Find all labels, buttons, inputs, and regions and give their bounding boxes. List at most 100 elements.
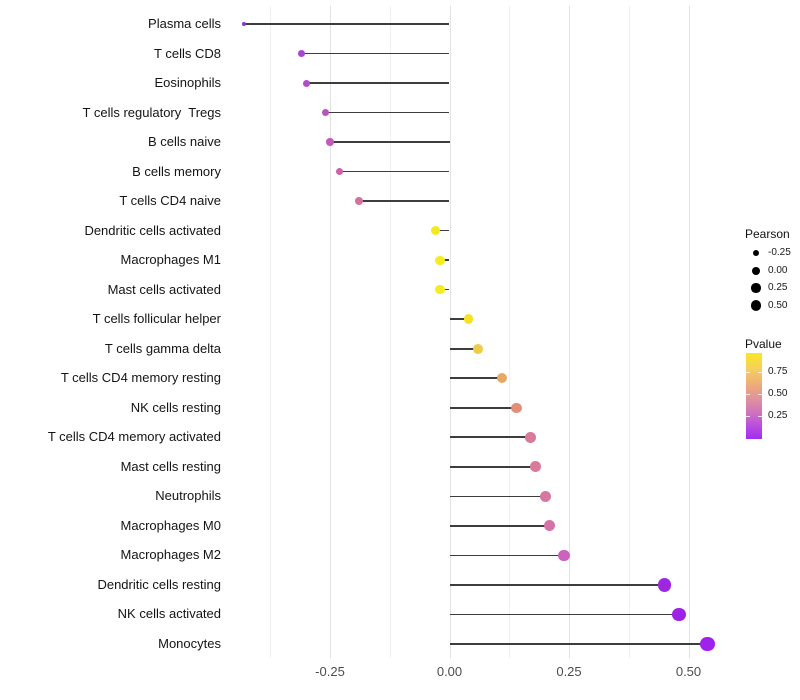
y-axis-label: B cells memory — [132, 163, 221, 179]
lollipop-stem — [339, 170, 450, 173]
lollipop-stem — [243, 23, 450, 25]
y-axis-label: Monocytes — [158, 635, 221, 651]
lollipop-stem — [449, 613, 679, 616]
lollipop-stem — [330, 141, 450, 143]
lollipop-stem — [435, 229, 450, 232]
y-axis-label: T cells gamma delta — [104, 340, 221, 356]
data-point — [463, 314, 474, 324]
lollipop-stem — [301, 52, 450, 55]
pearson-legend-label: -0.25 — [768, 247, 791, 258]
pvalue-legend-label: 0.75 — [768, 365, 788, 377]
lollipop-stem — [325, 111, 450, 114]
lollipop-stem — [449, 318, 469, 320]
x-grid-line-minor — [509, 6, 511, 658]
x-grid-line-minor — [628, 6, 630, 658]
y-axis-label: Macrophages M0 — [120, 517, 221, 533]
x-tick-label: 0.25 — [556, 664, 582, 679]
pvalue-legend-tick — [746, 394, 750, 396]
y-axis-label: Macrophages M2 — [120, 547, 221, 563]
x-grid-line-major — [569, 6, 570, 658]
y-axis-label: Dendritic cells resting — [97, 576, 221, 592]
lollipop-stem — [449, 377, 503, 380]
data-point — [558, 549, 570, 562]
data-point — [496, 373, 508, 384]
pearson-legend-dot — [751, 283, 761, 293]
x-grid-line-major — [688, 6, 690, 658]
lollipop-stem — [439, 259, 450, 261]
pvalue-legend-tick — [758, 416, 762, 418]
y-axis-label: B cells naive — [148, 134, 221, 150]
pvalue-legend-label: 0.25 — [768, 410, 788, 422]
data-point — [354, 197, 363, 206]
data-point — [511, 402, 522, 413]
y-axis-label: T cells CD4 naive — [119, 193, 221, 209]
x-grid-line-minor — [270, 6, 272, 658]
y-axis-label: Macrophages M1 — [120, 252, 221, 268]
data-point — [544, 520, 556, 532]
data-point — [297, 50, 305, 57]
data-point — [473, 343, 484, 354]
data-point — [530, 461, 541, 473]
x-tick-label: 0.50 — [675, 664, 702, 679]
data-point — [435, 285, 445, 295]
pearson-legend-label: 0.25 — [768, 282, 788, 293]
data-point — [525, 431, 537, 443]
lollipop-stem — [449, 643, 708, 645]
lollipop-stem — [449, 436, 531, 439]
pvalue-legend-tick — [746, 371, 750, 373]
x-grid-line-minor — [389, 6, 391, 658]
y-axis-label: Mast cells resting — [120, 458, 221, 474]
y-axis-label: NK cells activated — [117, 606, 221, 622]
y-axis-label: Dendritic cells activated — [84, 222, 221, 238]
data-point — [672, 607, 686, 622]
data-point — [657, 578, 672, 592]
lollipop-stem — [449, 554, 565, 557]
x-grid-line-major — [449, 6, 451, 658]
y-axis-label: T cells regulatory Tregs — [82, 104, 221, 120]
pearson-legend-dot — [750, 300, 762, 311]
y-axis-label: Eosinophils — [154, 75, 222, 91]
data-point — [700, 636, 715, 652]
x-tick-label: -0.25 — [315, 664, 345, 679]
lollipop-stem — [439, 288, 450, 291]
lollipop-stem — [449, 495, 546, 498]
lollipop-stem — [449, 347, 479, 350]
pearson-legend-label: 0.00 — [768, 264, 788, 276]
pvalue-legend-tick — [746, 416, 750, 418]
y-axis-label: T cells CD8 — [154, 45, 221, 61]
lollipop-stem — [358, 200, 450, 202]
pvalue-legend-label: 0.50 — [768, 388, 788, 400]
pearson-legend-dot — [752, 249, 760, 257]
pvalue-legend-tick — [758, 394, 762, 396]
pvalue-legend-title: Pvalue — [745, 337, 782, 351]
data-point — [321, 108, 329, 117]
pvalue-legend-tick — [758, 371, 762, 373]
y-axis-label: T cells CD4 memory resting — [60, 370, 221, 386]
y-axis-label: T cells follicular helper — [92, 311, 221, 327]
data-point — [241, 21, 247, 27]
x-grid-line-major — [330, 6, 331, 658]
y-axis-label: Plasma cells — [148, 16, 221, 31]
y-axis-label: T cells CD4 memory activated — [47, 429, 221, 445]
y-axis-label: Neutrophils — [155, 488, 221, 504]
pearson-legend-label: 0.50 — [768, 299, 788, 311]
y-axis-label: NK cells resting — [130, 399, 221, 415]
lollipop-stem — [449, 406, 517, 409]
pearson-legend-dot — [752, 266, 760, 275]
data-point — [302, 79, 310, 87]
data-point — [326, 138, 334, 146]
data-point — [435, 255, 445, 265]
x-tick-label: 0.00 — [436, 664, 463, 679]
lollipop-stem — [449, 466, 536, 468]
data-point — [430, 226, 440, 236]
lollipop-stem — [449, 525, 550, 527]
lollipop-stem — [306, 82, 450, 84]
y-axis-label: Mast cells activated — [107, 281, 221, 297]
pvalue-gradient-bar — [746, 353, 762, 439]
data-point — [335, 167, 344, 176]
pearson-legend-title: Pearson — [745, 227, 790, 241]
data-point — [539, 490, 551, 502]
plot-panel — [222, 6, 719, 658]
lollipop-stem — [449, 584, 665, 586]
